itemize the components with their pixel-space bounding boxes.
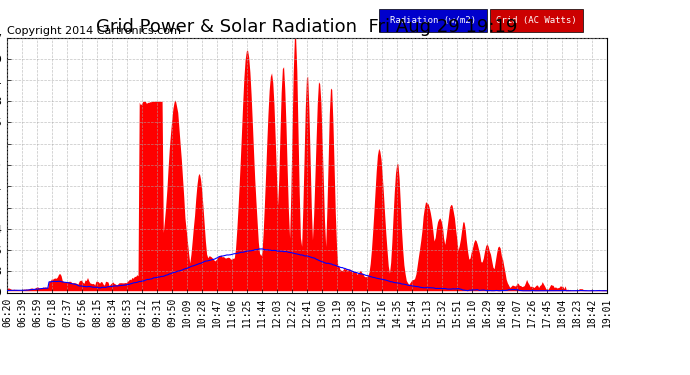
- FancyBboxPatch shape: [490, 9, 583, 32]
- FancyBboxPatch shape: [379, 9, 487, 32]
- Text: Grid (AC Watts): Grid (AC Watts): [496, 16, 577, 26]
- Text: Copyright 2014 Cartronics.com: Copyright 2014 Cartronics.com: [7, 26, 181, 36]
- Text: Radiation (w/m2): Radiation (w/m2): [390, 16, 476, 26]
- Title: Grid Power & Solar Radiation  Fri Aug 29 19:19: Grid Power & Solar Radiation Fri Aug 29 …: [97, 18, 518, 36]
